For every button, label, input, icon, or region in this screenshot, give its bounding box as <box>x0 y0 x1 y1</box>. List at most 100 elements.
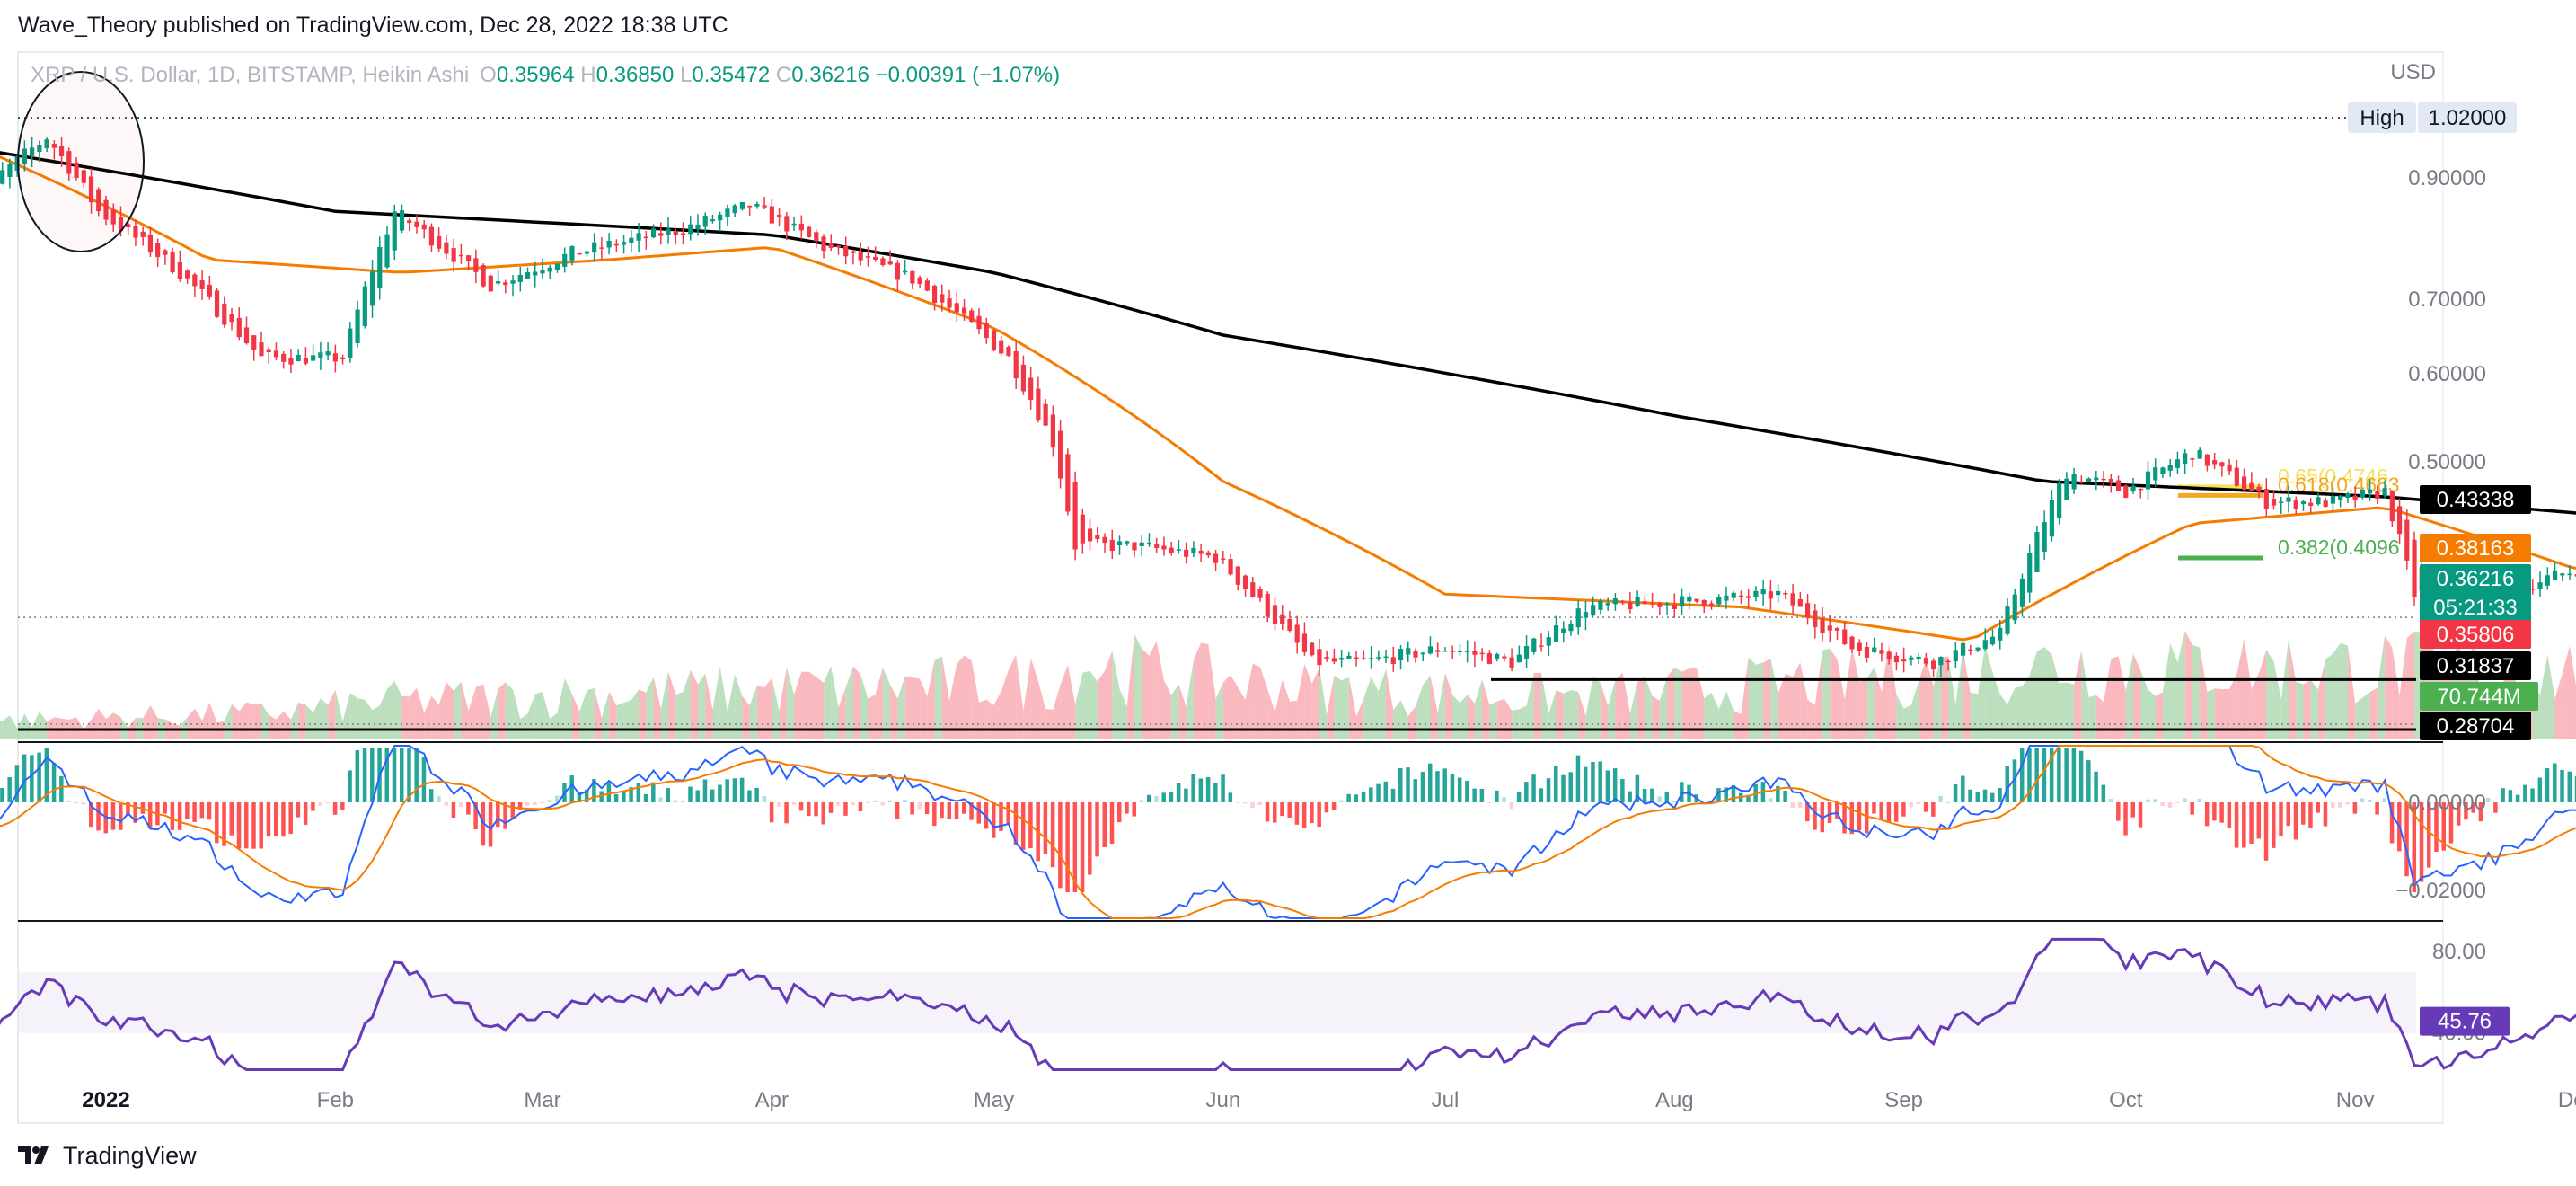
macd-bar <box>1635 774 1640 802</box>
candle-body <box>1716 597 1722 605</box>
macd-bar <box>940 802 944 819</box>
volume-segment <box>653 677 661 739</box>
volume-segment <box>1437 672 1445 739</box>
volume-segment <box>2221 688 2230 739</box>
candle-body <box>1486 653 1492 664</box>
candle-body <box>332 353 338 362</box>
volume-segment <box>2177 631 2185 739</box>
volume-segment <box>1142 648 1150 739</box>
candle-body <box>1339 658 1345 660</box>
candle-body <box>74 162 79 179</box>
tradingview-logo-icon <box>18 1146 49 1164</box>
macd-bar <box>2227 802 2232 828</box>
candle-body <box>288 358 294 365</box>
volume-segment <box>2140 669 2148 739</box>
candle-body <box>887 261 893 265</box>
volume-segment <box>838 686 846 739</box>
macd-bar <box>1724 787 1728 802</box>
candle-body <box>592 242 597 253</box>
volume-segment <box>2029 651 2037 739</box>
macd-bar <box>1184 788 1188 802</box>
candle-body <box>1605 603 1610 606</box>
volume-segment <box>1933 657 1941 739</box>
candle-body <box>2212 460 2218 465</box>
volume-segment <box>920 678 928 739</box>
volume-segment <box>2266 650 2274 739</box>
candle-body <box>643 236 648 239</box>
candle-body <box>1191 547 1196 553</box>
volume-segment <box>794 671 802 739</box>
volume-segment <box>357 698 366 739</box>
macd-bar <box>1006 802 1010 825</box>
candle-body <box>103 199 109 220</box>
volume-segment <box>1252 663 1261 739</box>
brand-footer[interactable]: TradingView <box>18 1139 197 1172</box>
macd-bar <box>2293 802 2298 840</box>
candle-body <box>1864 647 1870 658</box>
macd-bar <box>244 802 249 849</box>
volume-segment <box>1563 690 1571 739</box>
candle-body <box>2115 480 2122 491</box>
macd-bar <box>2197 798 2202 802</box>
high-value-badge <box>2418 102 2517 133</box>
macd-bar <box>1938 795 1943 802</box>
volume-segment <box>1267 688 1275 739</box>
macd-bar <box>954 802 959 819</box>
macd-tick: 0.00000 <box>2408 791 2486 815</box>
macd-bar <box>2330 802 2335 809</box>
volume-segment <box>646 677 654 739</box>
horizontal-levels <box>18 616 2416 731</box>
volume-segment <box>1578 691 1586 739</box>
symbol-title[interactable]: XRP / U.S. Dollar, 1D, BITSTAMP, Heikin … <box>31 63 470 87</box>
candle-body <box>266 349 271 352</box>
volume-segment <box>387 680 395 739</box>
volume-segment <box>2133 653 2141 739</box>
macd-bar <box>2501 788 2505 802</box>
candle-body <box>1361 658 1366 660</box>
macd-bar <box>1591 761 1595 802</box>
macd-bar <box>1568 772 1573 802</box>
volume-segment <box>1097 670 1106 739</box>
candle-body <box>1043 403 1048 426</box>
volume-segment <box>1090 670 1098 739</box>
macd-bar <box>1975 792 1981 802</box>
macd-histogram <box>0 748 2576 892</box>
macd-bar <box>1088 802 1092 875</box>
price-badge <box>2420 485 2531 514</box>
macd-bar <box>622 791 626 802</box>
candle-body <box>2375 491 2380 500</box>
volume-segment <box>1400 700 1408 739</box>
macd-bar <box>177 802 182 830</box>
candle-body <box>444 242 449 254</box>
volume-segment <box>1852 647 1860 739</box>
volume-segment <box>1334 675 1342 739</box>
macd-bar <box>318 802 322 806</box>
price-badge-text: 0.43338 <box>2437 488 2515 512</box>
macd-bar <box>1776 785 1780 802</box>
volume-segment <box>1533 672 1542 739</box>
candle-body <box>1346 655 1352 659</box>
countdown-text: 05:21:33 <box>2433 596 2517 620</box>
candle-body <box>207 284 212 296</box>
macd-bar <box>2375 802 2379 815</box>
volume-segment <box>1711 692 1719 739</box>
candle-body <box>1708 603 1715 606</box>
macd-bar <box>2219 802 2224 823</box>
candle-body <box>296 354 301 361</box>
candle-body <box>1583 612 1589 618</box>
macd-bar <box>1945 801 1951 803</box>
volume-segment <box>927 659 935 739</box>
candle-body <box>517 274 523 282</box>
macd-bar <box>747 790 752 802</box>
volume-segment <box>431 695 439 739</box>
volume-segment <box>2392 647 2400 739</box>
volume-segment <box>2547 654 2555 739</box>
volume-segment <box>957 655 965 739</box>
candle-body <box>88 176 94 203</box>
volume-segment <box>2044 647 2052 739</box>
candle-body <box>2049 500 2055 537</box>
candle-body <box>1310 642 1315 656</box>
macd-bar <box>828 802 834 813</box>
macd-bar <box>865 801 870 803</box>
